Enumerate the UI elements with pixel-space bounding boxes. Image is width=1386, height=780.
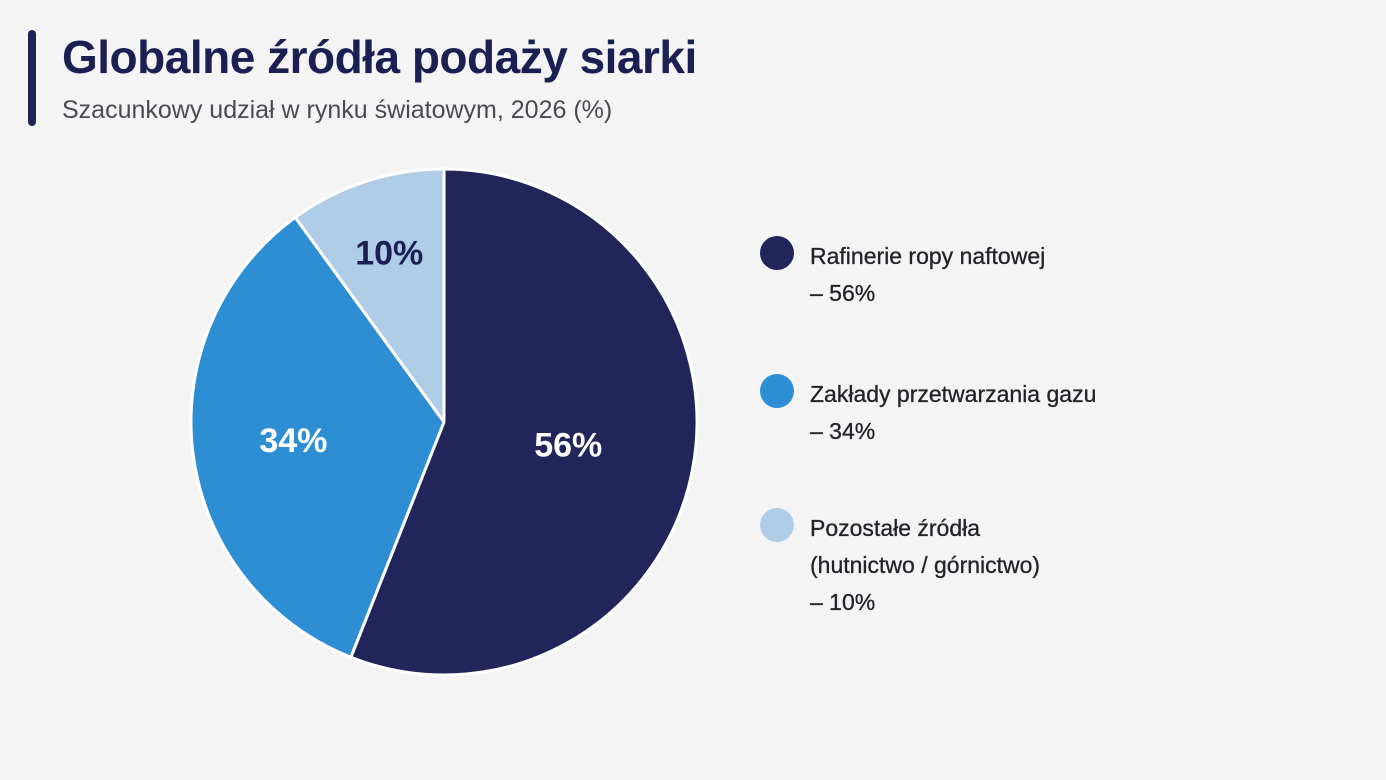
legend-text-refineries: Rafinerie ropy naftowej – 56% [810,238,1170,312]
legend-swatch-other-sources [760,508,794,542]
legend-swatch-refineries [760,236,794,270]
legend-label-gas-processing: Zakłady przetwarzania gazu [810,381,1097,407]
legend-text-gas-processing: Zakłady przetwarzania gazu – 34% [810,376,1170,450]
pie-slice-gas-processing [189,215,446,659]
pie-label-refineries: 56% [534,427,602,465]
legend-value-other-sources: – 10% [810,589,876,615]
pie-slice-refineries [349,167,699,677]
page-title: Globalne źródła podaży siarki [62,31,697,83]
legend-value-refineries: – 56% [810,280,876,306]
legend-label-other-sources-line-1: Pozostałe źródła [810,515,981,541]
legend-swatch-gas-processing [760,374,794,408]
title-accent-bar [28,30,36,126]
legend-value-gas-processing: – 34% [810,418,876,444]
pie-slice-other-sources [293,167,446,424]
pie-label-other-sources: 10% [355,235,423,273]
pie-label-gas-processing: 34% [259,422,327,460]
page-subtitle: Szacunkowy udział w rynku światowym, 202… [62,96,613,124]
legend-text-other-sources: Pozostałe źródła (hutnictwo / górnictwo)… [810,510,1170,621]
legend-label-refineries: Rafinerie ropy naftowej [810,243,1046,269]
legend-label-other-sources-line-2: (hutnictwo / górnictwo) [810,552,1041,578]
